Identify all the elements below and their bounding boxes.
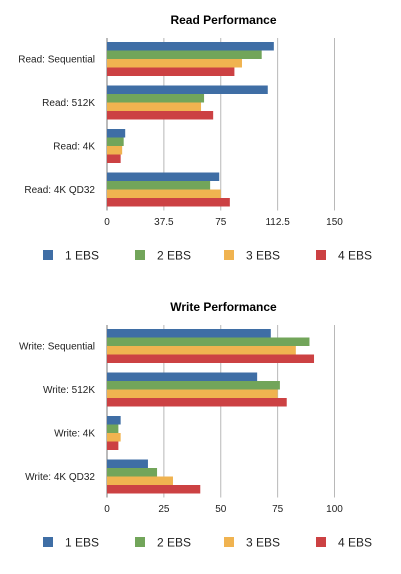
legend-label-1-ebs: 1 EBS <box>65 249 99 263</box>
legend-label-3-ebs: 3 EBS <box>246 249 280 263</box>
category-label: Read: 4K <box>53 142 95 153</box>
bar-2-ebs-write-4k <box>107 424 119 433</box>
bar-2-ebs-read-512k <box>107 94 205 103</box>
bar-1-ebs-read-4k-qd32 <box>107 172 220 181</box>
bar-1-ebs-write-512k <box>107 372 258 381</box>
x-tick-label: 112.5 <box>265 217 290 228</box>
bar-2-ebs-write-sequential <box>107 337 310 346</box>
category-label: Write: 4K <box>54 429 95 440</box>
legend-swatch-1-ebs <box>43 537 53 547</box>
x-tick-label: 150 <box>326 217 343 228</box>
x-tick-label: 50 <box>215 504 227 515</box>
category-label: Read: 4K QD32 <box>24 185 95 196</box>
bars <box>107 329 315 494</box>
bar-4-ebs-read-4k-qd32 <box>107 198 230 207</box>
bar-3-ebs-write-sequential <box>107 346 296 355</box>
legend-label-1-ebs: 1 EBS <box>65 536 99 550</box>
legend: 1 EBS 2 EBS 3 EBS 4 EBS <box>43 249 372 263</box>
bar-4-ebs-write-4k <box>107 441 119 450</box>
bar-4-ebs-write-512k <box>107 398 287 407</box>
bar-4-ebs-write-sequential <box>107 354 315 363</box>
bar-2-ebs-read-sequential <box>107 50 262 59</box>
x-tick-label: 75 <box>215 217 227 228</box>
bar-1-ebs-read-512k <box>107 85 268 94</box>
bar-2-ebs-read-4k <box>107 137 124 146</box>
bar-3-ebs-write-4k-qd32 <box>107 476 173 485</box>
bar-1-ebs-write-sequential <box>107 329 271 338</box>
bar-3-ebs-read-sequential <box>107 59 242 68</box>
x-tick-label: 100 <box>326 504 343 515</box>
bar-3-ebs-read-4k-qd32 <box>107 189 221 198</box>
bar-4-ebs-read-4k <box>107 154 121 163</box>
x-tick-label: 0 <box>104 504 110 515</box>
write-performance-chart: Write Performance Write: Sequential Write:… <box>19 300 372 550</box>
legend-label-4-ebs: 4 EBS <box>338 249 372 263</box>
legend-swatch-2-ebs <box>135 537 145 547</box>
bar-3-ebs-read-512k <box>107 102 202 111</box>
legend-label-2-ebs: 2 EBS <box>157 536 191 550</box>
x-tick-label: 0 <box>104 217 110 228</box>
bars <box>107 42 274 207</box>
read-performance-chart: Read Performance Read: Sequential Read: 51… <box>18 13 372 263</box>
bar-1-ebs-read-sequential <box>107 42 274 51</box>
legend-swatch-4-ebs <box>316 537 326 547</box>
legend-label-3-ebs: 3 EBS <box>246 536 280 550</box>
legend-swatch-4-ebs <box>316 250 326 260</box>
legend-swatch-1-ebs <box>43 250 53 260</box>
bar-4-ebs-write-4k-qd32 <box>107 485 201 494</box>
category-label: Write: 512K <box>43 385 95 396</box>
bar-2-ebs-write-4k-qd32 <box>107 468 158 477</box>
bar-1-ebs-write-4k <box>107 416 121 425</box>
bar-4-ebs-read-sequential <box>107 67 235 76</box>
legend-label-4-ebs: 4 EBS <box>338 536 372 550</box>
legend: 1 EBS 2 EBS 3 EBS 4 EBS <box>43 536 372 550</box>
bar-2-ebs-read-4k-qd32 <box>107 181 211 190</box>
legend-label-2-ebs: 2 EBS <box>157 249 191 263</box>
category-label: Read: 512K <box>42 98 95 109</box>
chart-title: Write Performance <box>170 300 277 314</box>
category-label: Write: Sequential <box>19 342 95 353</box>
category-label: Read: Sequential <box>18 55 95 66</box>
bar-3-ebs-write-4k <box>107 433 121 442</box>
bar-3-ebs-read-4k <box>107 146 123 155</box>
bar-4-ebs-read-512k <box>107 111 214 120</box>
bar-3-ebs-write-512k <box>107 389 278 398</box>
category-label: Write: 4K QD32 <box>25 472 95 483</box>
bar-1-ebs-read-4k <box>107 129 126 138</box>
x-tick-label: 37.5 <box>154 217 174 228</box>
x-tick-label: 25 <box>158 504 170 515</box>
bar-2-ebs-write-512k <box>107 381 280 390</box>
chart-title: Read Performance <box>170 13 276 27</box>
x-tick-label: 75 <box>272 504 284 515</box>
bar-1-ebs-write-4k-qd32 <box>107 459 148 468</box>
legend-swatch-2-ebs <box>135 250 145 260</box>
legend-swatch-3-ebs <box>224 250 234 260</box>
legend-swatch-3-ebs <box>224 537 234 547</box>
